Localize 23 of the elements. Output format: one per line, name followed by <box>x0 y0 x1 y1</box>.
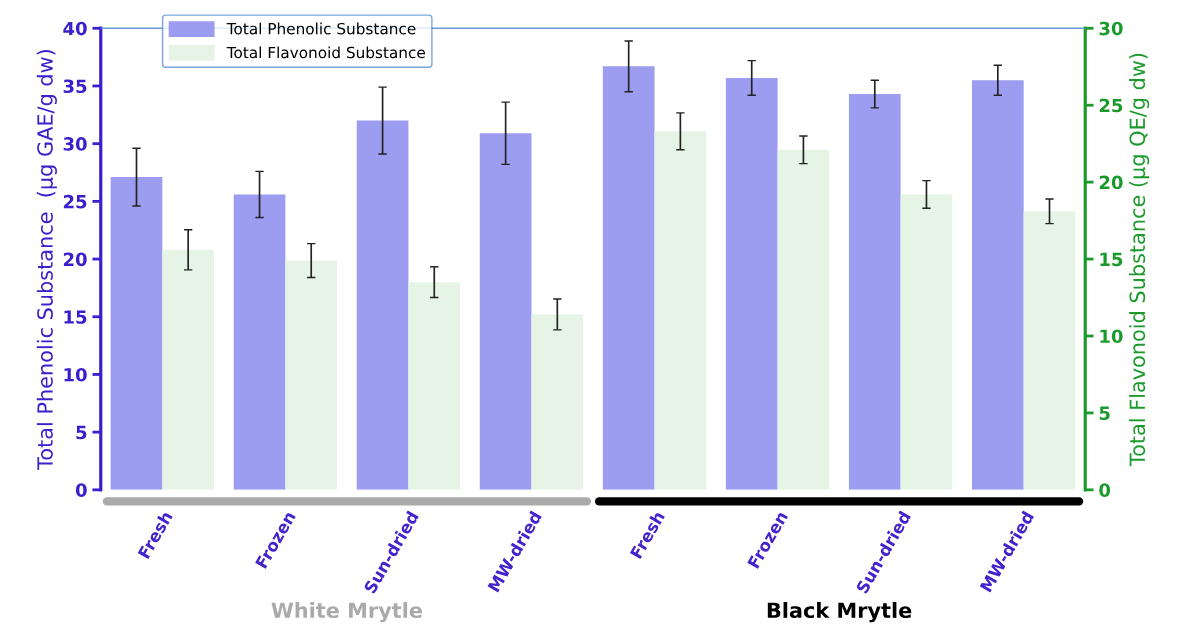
bar <box>479 133 532 490</box>
y-tick-label: 30 <box>63 137 87 151</box>
y2-tick-label: 0 <box>1099 483 1111 497</box>
legend-label: Total Phenolic Substance <box>226 22 416 35</box>
y-axis-title: Total Phenolic Substance (µg GAE/g dw) <box>36 50 57 470</box>
y-tick-label: 0 <box>75 483 87 497</box>
y-tick-label: 10 <box>64 367 87 382</box>
y2-tick-label: 10 <box>1100 329 1123 344</box>
y-tick-label: 25 <box>63 194 87 209</box>
legend-label: Total Flavonoid Substance <box>226 46 425 59</box>
y2-tick-label: 15 <box>1100 252 1123 267</box>
y2-tick-label: 25 <box>1099 98 1123 113</box>
y2-tick-label: 5 <box>1099 406 1110 421</box>
y2-axis-title: Total Flavonoid Substance (µg QE/g dw) <box>1129 53 1150 467</box>
y2-tick-label: 30 <box>1099 21 1123 36</box>
y-tick-label: 40 <box>63 21 87 36</box>
text: Black Mrytle <box>767 602 912 623</box>
text: White Mrytle <box>271 602 422 623</box>
y-tick-label: 5 <box>76 425 87 440</box>
y-tick-label: 20 <box>63 252 87 267</box>
y-tick-label: 15 <box>64 310 87 324</box>
y-tick-label: 35 <box>63 79 87 94</box>
y2-tick-label: 20 <box>1099 175 1123 190</box>
